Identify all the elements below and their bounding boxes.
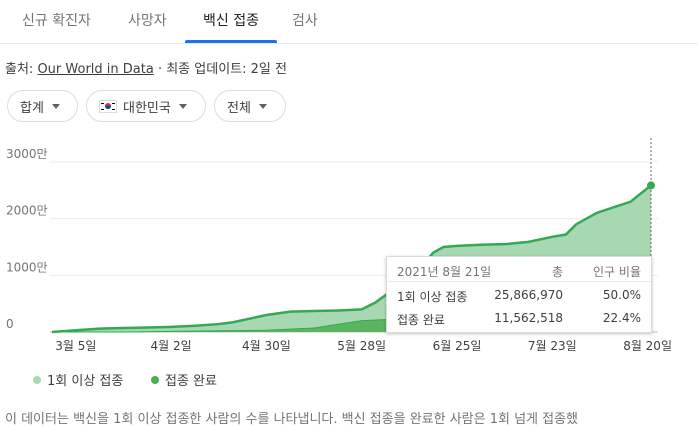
- legend-swatch: [151, 375, 159, 384]
- chevron-down-icon: [178, 103, 187, 109]
- y-tick-label: 1000만: [6, 260, 48, 274]
- region-dropdown[interactable]: 대한민국: [86, 90, 206, 122]
- tab-bar: 신규 확진자 사망자 백신 접종 검사: [0, 0, 698, 44]
- x-tick-label: 4월 30일: [242, 339, 291, 353]
- legend-label: 1회 이상 접종: [47, 374, 124, 389]
- last-updated: · 최종 업데이트: 2일 전: [157, 62, 287, 77]
- source-line: 출처: Our World in Data · 최종 업데이트: 2일 전: [5, 58, 287, 77]
- range-dropdown[interactable]: 전체: [214, 90, 286, 122]
- tooltip-row-ratio: 22.4%: [602, 311, 641, 325]
- legend-swatch: [33, 375, 41, 384]
- tooltip-row: 접종 완료 11,562,518 22.4%: [387, 311, 651, 331]
- x-tick-label: 7월 23일: [528, 339, 577, 353]
- source-prefix: 출처:: [5, 62, 34, 77]
- series-first-dose-line: [51, 184, 652, 334]
- region-dropdown-label: 대한민국: [123, 100, 171, 116]
- y-tick-label: 0: [6, 317, 14, 331]
- tab-testing[interactable]: 검사: [292, 13, 318, 29]
- tooltip-row-total: 25,866,970: [494, 288, 563, 302]
- x-tick-label: 4월 2일: [151, 339, 192, 353]
- metric-dropdown[interactable]: 합계: [7, 90, 78, 122]
- chevron-down-icon: [258, 103, 267, 109]
- tooltip-row-label: 1회 이상 접종: [397, 290, 468, 304]
- y-tick-label: 2000만: [6, 204, 48, 218]
- metric-dropdown-label: 합계: [20, 100, 44, 116]
- tooltip-row-total: 11,562,518: [494, 311, 563, 325]
- south-korea-flag-icon: [99, 99, 117, 113]
- highlight-point: [647, 181, 655, 190]
- active-tab-indicator: [185, 40, 277, 43]
- tab-vaccination[interactable]: 백신 접종: [203, 13, 259, 29]
- tooltip-col-total: 총: [551, 265, 563, 279]
- range-dropdown-label: 전체: [227, 100, 251, 116]
- tooltip-row-label: 접종 완료: [397, 313, 445, 327]
- tooltip-col-ratio: 인구 비율: [593, 265, 641, 279]
- footnote: 이 데이터는 백신을 1회 이상 접종한 사람의 수를 나타냅니다. 백신 접종…: [5, 412, 579, 427]
- x-tick-label: 8월 20일: [623, 339, 672, 353]
- x-tick-label: 5월 28일: [337, 339, 386, 353]
- legend-label: 접종 완료: [165, 374, 217, 389]
- legend-item-fully-vaccinated[interactable]: 접종 완료: [151, 370, 217, 389]
- tab-deaths[interactable]: 사망자: [128, 13, 167, 29]
- tab-new-cases[interactable]: 신규 확진자: [22, 13, 91, 29]
- tooltip-row-ratio: 50.0%: [602, 288, 641, 302]
- tooltip-row: 1회 이상 접종 25,866,970 50.0%: [387, 288, 651, 308]
- y-tick-label: 3000만: [6, 147, 48, 161]
- chart-tooltip: 2021년 8월 21일 총 인구 비율 1회 이상 접종 25,866,970…: [386, 256, 652, 333]
- source-link[interactable]: Our World in Data: [37, 62, 154, 77]
- x-tick-label: 3월 5일: [55, 339, 96, 353]
- tooltip-date: 2021년 8월 21일: [397, 265, 492, 279]
- x-tick-label: 6월 25일: [433, 339, 482, 353]
- chevron-down-icon: [51, 103, 60, 109]
- legend-item-first-dose[interactable]: 1회 이상 접종: [33, 370, 123, 389]
